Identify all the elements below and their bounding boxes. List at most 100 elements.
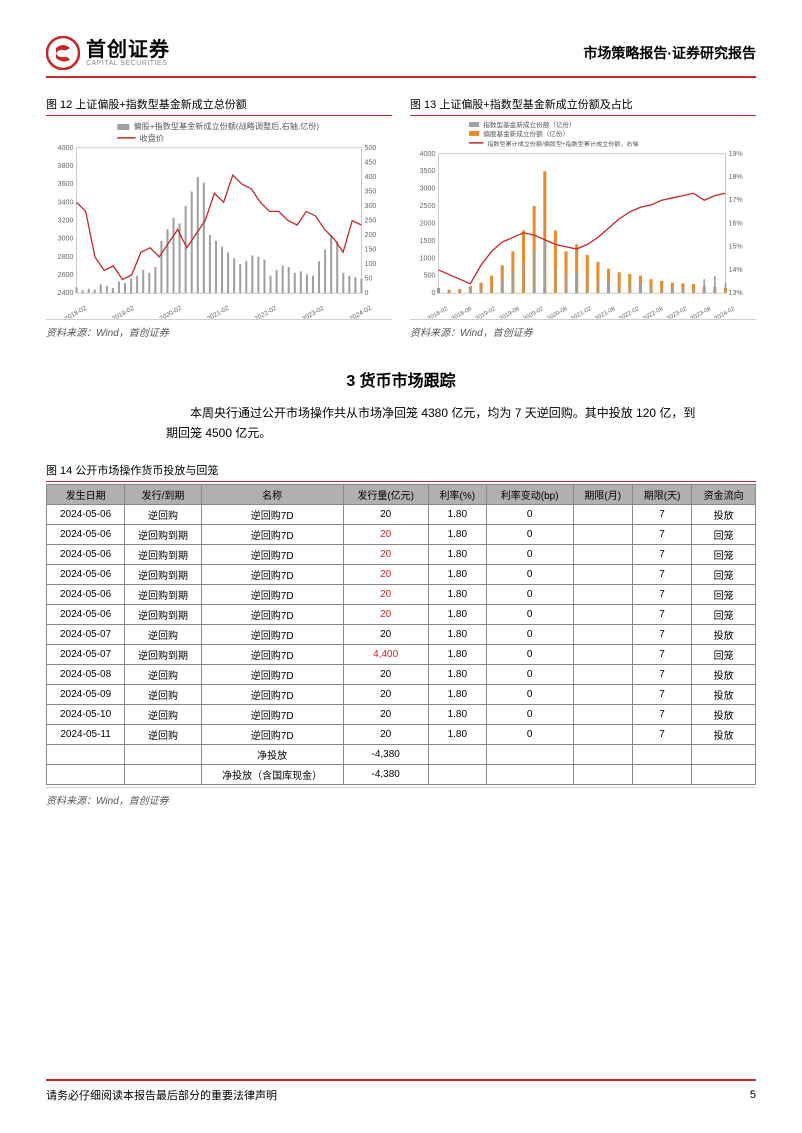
svg-text:2800: 2800 bbox=[58, 254, 74, 261]
table-cell: 7 bbox=[632, 624, 691, 644]
table-cell bbox=[573, 684, 632, 704]
table-cell: 逆回购7D bbox=[201, 544, 343, 564]
table-cell: -4,380 bbox=[343, 744, 428, 764]
table-cell: 20 bbox=[343, 724, 428, 744]
table-cell: 20 bbox=[343, 664, 428, 684]
table-cell: 回笼 bbox=[692, 584, 756, 604]
svg-text:15%: 15% bbox=[729, 244, 743, 251]
table-cell: 0 bbox=[486, 544, 573, 564]
table-cell: 2024-05-10 bbox=[47, 704, 125, 724]
svg-text:0: 0 bbox=[365, 290, 369, 297]
svg-text:450: 450 bbox=[365, 159, 377, 166]
table-cell: 7 bbox=[632, 544, 691, 564]
table-cell: 回笼 bbox=[692, 524, 756, 544]
table-header-cell: 期限(天) bbox=[632, 484, 691, 504]
svg-text:3200: 3200 bbox=[58, 218, 74, 225]
table-row: 2024-05-06逆回购到期逆回购7D201.8007回笼 bbox=[47, 544, 756, 564]
table-cell: 20 bbox=[343, 504, 428, 524]
svg-text:500: 500 bbox=[365, 145, 377, 152]
table-cell: 逆回购7D bbox=[201, 704, 343, 724]
svg-text:4000: 4000 bbox=[58, 145, 74, 152]
svg-text:2022-02: 2022-02 bbox=[618, 306, 641, 319]
table-row: 2024-05-06逆回购到期逆回购7D201.8007回笼 bbox=[47, 584, 756, 604]
table-cell: 7 bbox=[632, 604, 691, 624]
table-cell: 回笼 bbox=[692, 644, 756, 664]
table-cell bbox=[632, 764, 691, 784]
table-14: 发生日期发行/到期名称发行量(亿元)利率(%)利率变动(bp)期限(月)期限(天… bbox=[46, 484, 756, 785]
table-cell: 7 bbox=[632, 664, 691, 684]
table-cell bbox=[428, 744, 486, 764]
table-header-cell: 期限(月) bbox=[573, 484, 632, 504]
svg-text:指数型基金新成立份额（亿份）: 指数型基金新成立份额（亿份） bbox=[483, 120, 575, 129]
svg-text:2018-02: 2018-02 bbox=[63, 305, 88, 319]
table-cell: 0 bbox=[486, 644, 573, 664]
chart-12: 图 12 上证偏股+指数型基金新成立总份额 偏股+指数型基金新成立份额(战略调整… bbox=[46, 96, 392, 339]
table-cell: 逆回购到期 bbox=[125, 604, 202, 624]
table-cell: 逆回购 bbox=[125, 724, 202, 744]
table-cell bbox=[125, 764, 202, 784]
svg-text:2022-02: 2022-02 bbox=[253, 305, 278, 319]
table-cell: 7 bbox=[632, 644, 691, 664]
table-cell: 2024-05-09 bbox=[47, 684, 125, 704]
table-cell: 逆回购7D bbox=[201, 564, 343, 584]
table-cell: 1.80 bbox=[428, 624, 486, 644]
table-cell: 7 bbox=[632, 704, 691, 724]
svg-text:2018-08: 2018-08 bbox=[451, 306, 474, 319]
table-cell: 逆回购到期 bbox=[125, 524, 202, 544]
table-cell: 投放 bbox=[692, 504, 756, 524]
table-cell bbox=[573, 724, 632, 744]
table-cell: 7 bbox=[632, 684, 691, 704]
table-cell: 0 bbox=[486, 564, 573, 584]
svg-text:1500: 1500 bbox=[420, 238, 436, 245]
table-cell: 2024-05-06 bbox=[47, 544, 125, 564]
svg-text:偏股基金新成立份额（亿份）: 偏股基金新成立份额（亿份） bbox=[483, 129, 569, 138]
svg-text:2024-02: 2024-02 bbox=[714, 306, 737, 319]
table-cell: 20 bbox=[343, 564, 428, 584]
table-cell: 2024-05-07 bbox=[47, 644, 125, 664]
svg-text:14%: 14% bbox=[729, 267, 743, 274]
svg-text:19%: 19% bbox=[729, 151, 743, 158]
svg-text:2000: 2000 bbox=[420, 221, 436, 228]
svg-text:100: 100 bbox=[365, 261, 377, 268]
svg-text:2500: 2500 bbox=[420, 203, 436, 210]
svg-text:2019-08: 2019-08 bbox=[499, 306, 522, 319]
table-cell: 7 bbox=[632, 584, 691, 604]
table-cell: 1.80 bbox=[428, 564, 486, 584]
svg-text:指数型累计成立份额/偏股型+指数型累计成立份额，右轴: 指数型累计成立份额/偏股型+指数型累计成立份额，右轴 bbox=[487, 140, 638, 148]
svg-text:13%: 13% bbox=[729, 290, 743, 297]
svg-text:250: 250 bbox=[365, 218, 377, 225]
table-cell: 2024-05-08 bbox=[47, 664, 125, 684]
svg-text:2600: 2600 bbox=[58, 272, 74, 279]
table-cell bbox=[692, 764, 756, 784]
table-cell: 1.80 bbox=[428, 724, 486, 744]
svg-text:150: 150 bbox=[365, 247, 377, 254]
table-cell: 7 bbox=[632, 724, 691, 744]
table-cell bbox=[573, 504, 632, 524]
table-cell bbox=[632, 744, 691, 764]
table-14-title: 图 14 公开市场操作货币投放与回笼 bbox=[46, 462, 756, 482]
table-cell bbox=[573, 744, 632, 764]
table-cell: 20 bbox=[343, 684, 428, 704]
logo: 首创证券 CAPITAL SECURITIES bbox=[46, 36, 170, 70]
chart-13-canvas: 指数型基金新成立份额（亿份）偏股基金新成立份额（亿份） 指数型累计成立份额/偏股型… bbox=[410, 120, 756, 320]
table-cell: 逆回购到期 bbox=[125, 544, 202, 564]
table-row: 2024-05-06逆回购逆回购7D201.8007投放 bbox=[47, 504, 756, 524]
table-cell: 20 bbox=[343, 704, 428, 724]
table-cell: 0 bbox=[486, 504, 573, 524]
table-row: 2024-05-07逆回购逆回购7D201.8007投放 bbox=[47, 624, 756, 644]
table-cell: 1.80 bbox=[428, 664, 486, 684]
table-header-cell: 利率变动(bp) bbox=[486, 484, 573, 504]
table-cell: 0 bbox=[486, 664, 573, 684]
table-cell bbox=[573, 764, 632, 784]
table-cell: 净投放（含国库现金） bbox=[201, 764, 343, 784]
table-cell bbox=[486, 744, 573, 764]
table-cell: 1.80 bbox=[428, 604, 486, 624]
svg-text:300: 300 bbox=[365, 203, 377, 210]
table-cell: -4,380 bbox=[343, 764, 428, 784]
table-cell: 1.80 bbox=[428, 544, 486, 564]
table-cell: 净投放 bbox=[201, 744, 343, 764]
svg-text:1000: 1000 bbox=[420, 255, 436, 262]
table-cell bbox=[573, 544, 632, 564]
table-cell: 逆回购7D bbox=[201, 724, 343, 744]
table-cell: 回笼 bbox=[692, 544, 756, 564]
